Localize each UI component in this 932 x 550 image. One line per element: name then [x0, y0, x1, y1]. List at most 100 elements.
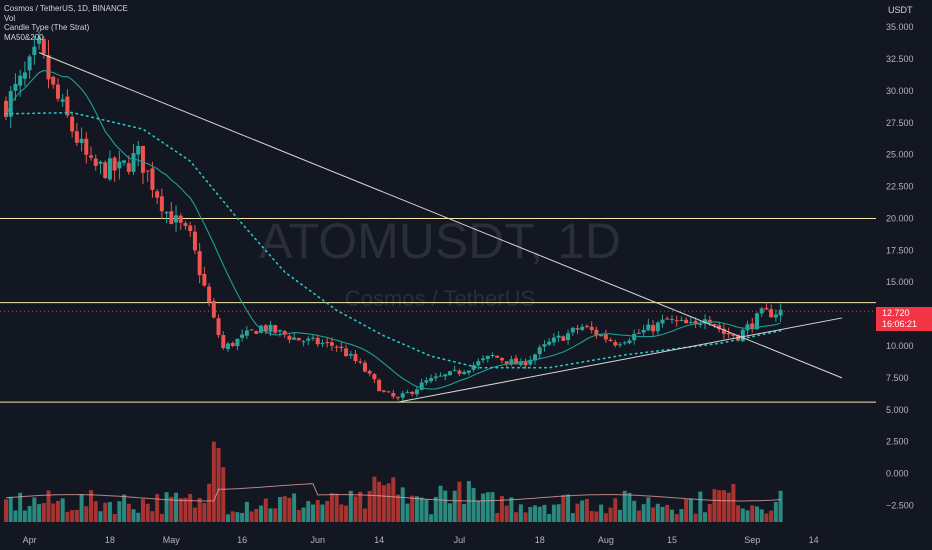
candle-body — [4, 100, 8, 117]
candle-body — [306, 338, 311, 341]
volume-bar — [693, 513, 698, 522]
candle-body — [37, 37, 42, 44]
volume-bar — [377, 481, 382, 522]
candle-body — [386, 391, 391, 393]
bar-countdown: 16:06:21 — [882, 319, 918, 329]
candle-body — [556, 335, 561, 338]
volume-bar — [452, 490, 457, 522]
volume-bar — [754, 506, 759, 522]
candle-body — [646, 324, 651, 331]
candle-body — [608, 339, 613, 342]
volume-bar — [362, 508, 367, 522]
candle-body — [636, 332, 641, 334]
candle-body — [107, 158, 112, 180]
volume-bar — [476, 501, 481, 522]
candle-body — [471, 365, 476, 370]
candle-body — [400, 393, 405, 398]
candle-body — [150, 168, 155, 190]
candle-body — [65, 96, 70, 116]
volume-bar — [216, 448, 221, 522]
indicator-moving-averages[interactable]: MA50&200 — [4, 32, 44, 42]
candle-body — [618, 344, 623, 346]
volume-bar — [566, 494, 571, 522]
candle-body — [98, 161, 103, 164]
volume-bar — [292, 493, 297, 522]
candle-body — [192, 231, 197, 251]
downtrend-line[interactable] — [38, 52, 843, 379]
volume-bar — [18, 492, 23, 522]
volume-bar — [764, 513, 769, 522]
volume-bar — [495, 513, 500, 522]
candle-body — [410, 391, 415, 394]
volume-bar — [211, 441, 216, 522]
candle-body — [311, 337, 316, 339]
candle-body — [145, 170, 150, 172]
price-tick-label: 20.000 — [886, 213, 914, 223]
candle-body — [18, 75, 23, 86]
candle-body — [613, 342, 618, 346]
candle-body — [362, 362, 367, 372]
volume-bar — [490, 492, 495, 522]
candle-body — [320, 342, 325, 344]
volume-bar — [466, 481, 471, 522]
candle-body — [457, 370, 462, 374]
candle-body — [159, 196, 164, 212]
candle-body — [197, 251, 202, 276]
price-tick-label: 32.500 — [886, 54, 914, 64]
candle-body — [495, 355, 500, 358]
candle-body — [599, 334, 604, 337]
candle-body — [518, 361, 523, 365]
volume-bar — [98, 511, 103, 522]
candle-body — [641, 329, 646, 333]
volume-bar — [707, 504, 712, 522]
volume-bar — [622, 490, 627, 522]
volume-bar — [575, 503, 580, 522]
volume-bar — [249, 511, 254, 522]
volume-bar — [178, 498, 183, 522]
candle-body — [731, 334, 736, 336]
candle-body — [740, 329, 745, 342]
volume-bar — [537, 506, 542, 522]
volume-bar — [613, 498, 618, 522]
volume-bar — [358, 491, 363, 522]
volume-bar — [329, 493, 334, 522]
time-tick-label: 18 — [105, 535, 115, 545]
volume-bar — [381, 485, 386, 522]
candle-body — [315, 337, 320, 345]
candle-body — [381, 390, 386, 392]
candle-body — [329, 342, 334, 346]
volume-bar — [334, 493, 339, 522]
candle-body — [183, 223, 188, 226]
volume-bar — [386, 483, 391, 522]
volume-bar — [509, 497, 514, 522]
volume-bar — [665, 504, 670, 522]
candle-body — [537, 347, 542, 355]
candle-body — [325, 342, 330, 344]
candle-body — [178, 215, 183, 223]
candle-body — [301, 341, 306, 343]
candle-body — [584, 325, 589, 327]
candle-body — [268, 324, 273, 332]
volume-bar — [584, 498, 589, 522]
candle-body — [136, 145, 141, 155]
symbol-title[interactable]: Cosmos / TetherUS, 1D, BINANCE — [4, 4, 128, 13]
candle-body — [263, 325, 268, 332]
volume-bar — [159, 513, 164, 522]
candle-body — [589, 326, 594, 331]
uptrend-line[interactable] — [397, 317, 843, 403]
volume-bar — [684, 499, 689, 522]
volume-bar — [268, 508, 273, 522]
price-tick-label: 0.000 — [886, 469, 909, 479]
candle-body — [221, 335, 226, 348]
volume-bar — [282, 496, 287, 522]
candle-body — [651, 325, 656, 332]
candle-body — [452, 369, 457, 371]
time-tick-label: Jul — [454, 535, 466, 545]
ma50-line — [5, 69, 781, 390]
indicator-candle-type[interactable]: Candle Type (The Strat) — [4, 23, 90, 33]
indicator-volume[interactable]: Vol — [4, 13, 16, 23]
candle-body — [551, 337, 556, 343]
candle-body — [377, 379, 382, 392]
volume-bar — [703, 512, 708, 522]
